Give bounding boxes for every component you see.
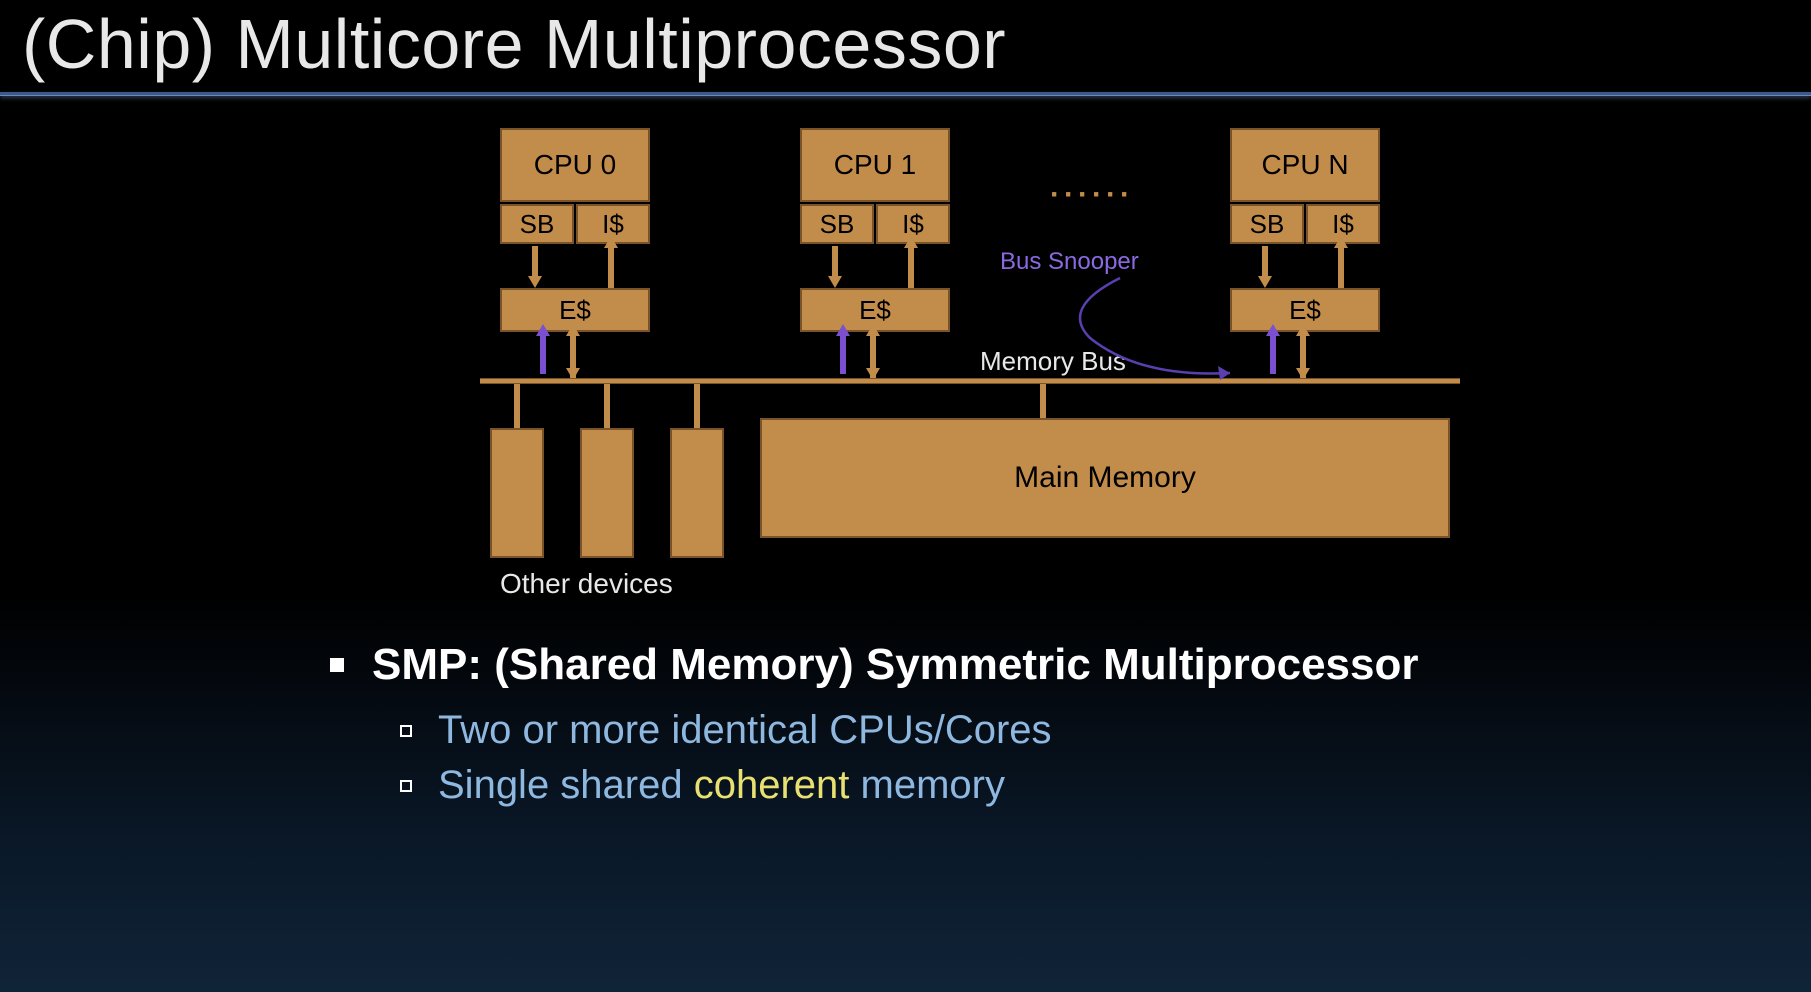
title-divider [0,92,1811,96]
architecture-diagram: CPU 0 SB I$ E$ CPU 1 SB I$ E$ CPU N SB I… [480,128,1500,598]
cpu1-bus-gold-up [866,324,880,336]
cpu0-sb-arrow-stem [532,246,538,276]
bullet-l2b-text: Single shared coherent memory [438,763,1005,808]
cpu0-idol-arrow-up [604,236,618,248]
cpuN-bus-purple-head [1266,324,1280,336]
device2-conn [694,384,700,428]
bullet-l2b-highlight: coherent [694,763,850,807]
cpu1-idol-arrow-up [904,236,918,248]
cpu0-bus-purple-head [536,324,550,336]
cpu0-sb-arrow-head [528,276,542,288]
cpu1-sb-arrow-head [828,276,842,288]
bullet-l2a-text: Two or more identical CPUs/Cores [438,708,1052,753]
cpuN-sb-arrow-head [1258,276,1272,288]
bullet-l2b-pre: Single shared [438,763,694,807]
cpuN-bus-gold-up [1296,324,1310,336]
memory-bus-line [480,378,1460,384]
device2-block [670,428,724,558]
bus-snooper-arrow [1000,268,1260,388]
cpu1-bus-purple-head [836,324,850,336]
cpu1-block: CPU 1 [800,128,950,202]
bullet-l2a: Two or more identical CPUs/Cores [400,708,1630,753]
cpu0-block: CPU 0 [500,128,650,202]
cpu0-sb: SB [500,204,574,244]
cpuN-sb: SB [1230,204,1304,244]
cpu1-sb-arrow-stem [832,246,838,276]
device1-conn [604,384,610,428]
cpuN-bus-purple-stem [1270,334,1276,374]
cpu0-idol-arrow-stem [608,246,614,288]
device0-block [490,428,544,558]
cpu1-sb: SB [800,204,874,244]
bullet-list: SMP: (Shared Memory) Symmetric Multiproc… [330,640,1630,818]
cpu-ellipsis: ······ [1050,178,1134,212]
other-devices-label: Other devices [500,568,673,600]
bullet-l1-text: SMP: (Shared Memory) Symmetric Multiproc… [372,640,1418,690]
bullet-l1: SMP: (Shared Memory) Symmetric Multiproc… [330,640,1630,690]
bullet-l2b: Single shared coherent memory [400,763,1630,808]
device1-block [580,428,634,558]
cpu0-bus-gold-up [566,324,580,336]
cpuN-idol-arrow-stem [1338,246,1344,288]
main-memory-block: Main Memory [760,418,1450,538]
bullet-l2b-post: memory [849,763,1005,807]
cpu0-bus-purple-stem [540,334,546,374]
cpuN-sb-arrow-stem [1262,246,1268,276]
bullet-hollow-square-icon [400,780,412,792]
cpuN-block: CPU N [1230,128,1380,202]
device0-conn [514,384,520,428]
cpuN-idol-arrow-up [1334,236,1348,248]
slide-title: (Chip) Multicore Multiprocessor [0,0,1811,90]
mainmem-conn [1040,384,1046,418]
bullet-hollow-square-icon [400,725,412,737]
bullet-square-icon [330,658,344,672]
cpu1-bus-purple-stem [840,334,846,374]
cpu1-idol-arrow-stem [908,246,914,288]
